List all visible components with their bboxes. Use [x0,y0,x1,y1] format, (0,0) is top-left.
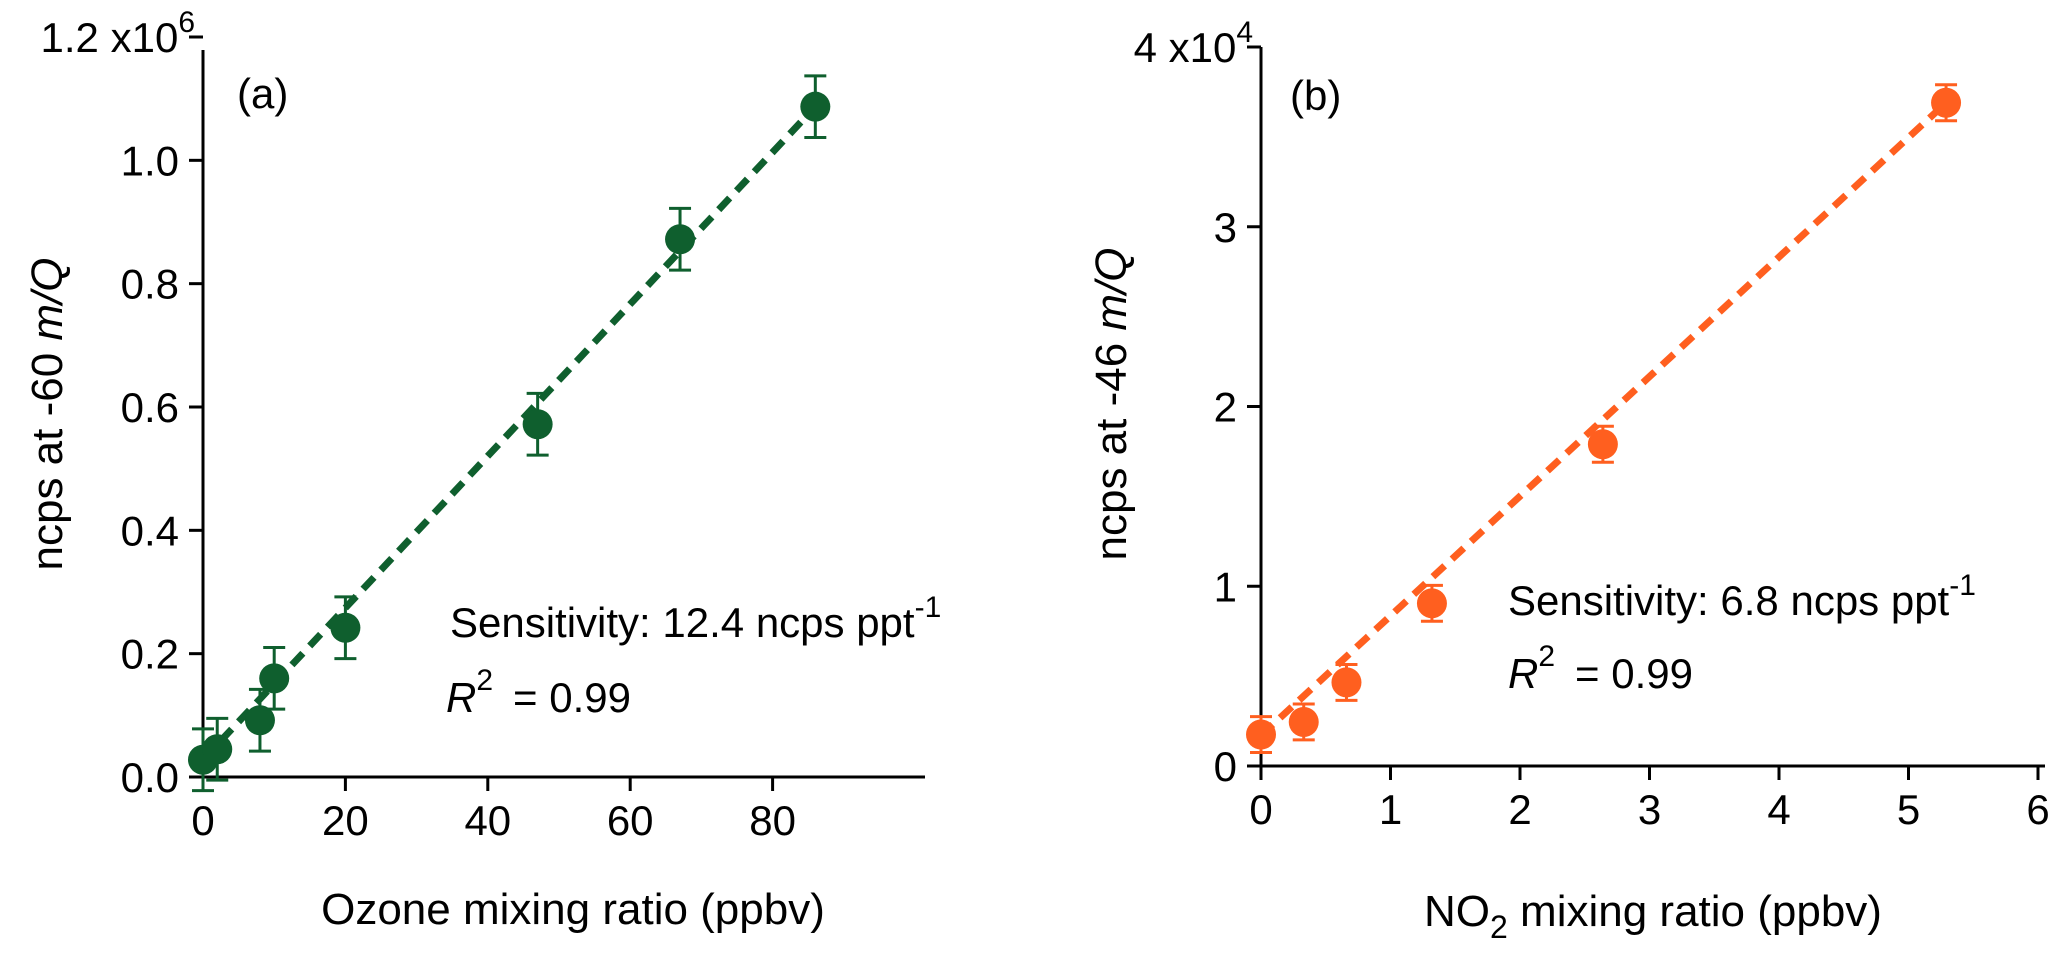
data-marker [330,612,361,643]
panel-a-y-tick-label: 0.2 [121,631,179,678]
panel-b-x-tick-label: 0 [1249,786,1272,833]
panel-a-x-tick-label: 40 [464,797,511,844]
panel-b-y-tick-label: 3 [1214,204,1237,251]
panel-a-y-axis-title: ncps at -60 m/Q [23,257,72,570]
panel-b-fit-line [1258,100,1949,739]
panel-a-x-axis-title: Ozone mixing ratio (ppbv) [321,885,825,934]
panel-b-y-axis-title: ncps at -46 m/Q [1087,247,1136,560]
panel-b-label: (b) [1290,72,1341,119]
data-marker [1288,706,1319,737]
panel-a-data-point [522,391,553,457]
panel-b-x-tick-label: 2 [1508,786,1531,833]
data-marker [522,409,553,440]
panel-b-r-squared: R2 = 0.99 [1508,640,1693,697]
panel-a-y-tick-label: 0.4 [121,507,179,554]
panel-a-data-point [244,687,275,753]
panel-b-x-tick-label: 4 [1767,786,1790,833]
panel-a-y-tick-label: 0.8 [121,261,179,308]
data-marker [1416,588,1447,619]
panel-a-label: (a) [237,70,288,117]
panel-b-points-layer [1246,83,1962,755]
data-marker [665,224,696,255]
data-marker [1331,667,1362,698]
panel-a-data-point [202,716,233,782]
panel-a-y-tick-label: 0.0 [121,754,179,801]
panel-b-y-tick-label: 0 [1214,743,1237,790]
panel-b-x-tick-label: 3 [1638,786,1661,833]
data-marker [202,734,233,765]
panel-b-data-point [1416,583,1447,623]
panel-a: 0 20 40 60 800.00.20.40.60.81.01.2 x106 (a) … [23,6,941,934]
data-marker [1246,719,1276,750]
panel-a-x-tick-label: 80 [749,797,796,844]
panel-a-x-tick-label: 20 [322,797,369,844]
panel-a-x-tick-label: 0 [191,797,214,844]
panel-a-data-point [330,595,361,661]
panel-a-y-tick-label: 1.2 x106 [41,6,195,61]
panel-a-data-point [665,206,696,272]
panel-b-y-tick-label: 4 x104 [1134,16,1253,71]
panel-b-x-axis-title: NO2 mixing ratio (ppbv) [1424,887,1882,945]
panel-a-ticks: 0 20 40 60 80 0.0 0.2 0.4 0.6 0.8 1.0 1.2 x106 [41,6,796,844]
panel-b-y-tick-label: 1 [1214,563,1237,610]
panel-a-y-tick-label: 1.0 [121,137,179,184]
panel-b-data-point [1288,702,1319,742]
panel-b-data-point [1246,715,1276,755]
panel-b-data-point [1931,83,1962,123]
panel-a-x-tick-label: 60 [607,797,654,844]
panel-a-data-point [800,74,831,140]
data-marker [244,705,275,736]
panel-b-data-point [1587,424,1618,464]
data-marker [800,91,831,122]
panel-b-sensitivity: Sensitivity: 6.8 ncps ppt-1 [1508,569,1976,624]
panel-b: 0 1 2 3 4 5 6 0 1 2 3 4 x104 (b) Sensitivity: 6.8 n… [1087,16,2050,945]
panel-b-x-tick-label: 5 [1897,786,1920,833]
data-marker [1587,429,1618,460]
panel-b-x-tick-label: 6 [2026,786,2049,833]
data-marker [1931,87,1962,118]
panel-a-r-squared: R2 = 0.99 [446,664,631,721]
panel-a-sensitivity: Sensitivity: 12.4 ncps ppt-1 [450,591,941,646]
panel-a-data-point [259,646,290,711]
panel-b-x-tick-label: 1 [1379,786,1402,833]
panel-b-fit-layer [1258,100,1949,739]
panel-a-points-layer [188,74,831,793]
panel-b-ticks: 0 1 2 3 4 5 6 0 1 2 3 4 x104 [1134,16,2050,833]
panel-a-y-tick-label: 0.6 [121,384,179,431]
panel-a-fit-line [200,104,818,763]
panel-a-fit-layer [200,104,818,763]
data-marker [259,663,290,694]
panel-b-data-point [1331,662,1362,702]
panel-b-y-tick-label: 2 [1214,384,1237,431]
